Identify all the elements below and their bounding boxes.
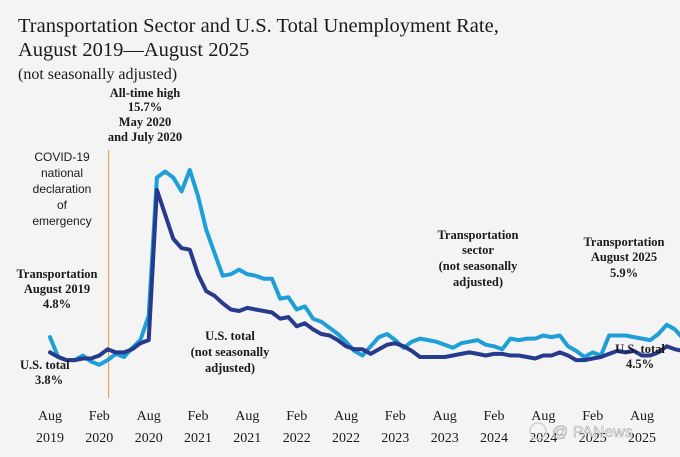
- tick-year: 2024: [480, 431, 508, 446]
- transport-start-line-3: 4.8%: [43, 297, 71, 311]
- x-axis: Aug 2019 Feb 2020 Aug 2020 Feb 2021 Aug 2021 Feb 20…: [36, 409, 656, 446]
- ath-line-3: May 2020: [119, 115, 171, 129]
- ath-line-4: and July 2020: [108, 130, 182, 144]
- tick-month: Aug: [137, 409, 161, 424]
- transport-end-line-2: August 2025: [591, 250, 657, 264]
- tick-month: Feb: [286, 409, 307, 424]
- tick-month: Feb: [89, 409, 110, 424]
- chart-title: Transportation Sector and U.S. Total Une…: [18, 15, 499, 83]
- transport-mid-line-1: Transportation: [437, 228, 518, 242]
- tick-year: 2022: [332, 431, 360, 446]
- us-start-line-1: U.S. total: [20, 358, 70, 372]
- annotation-us-start: U.S. total 3.8%: [20, 358, 70, 387]
- transport-mid-line-4: adjusted): [453, 275, 503, 289]
- annotation-transport-start: Transportation August 2019 4.8%: [16, 267, 97, 311]
- annotation-transport-mid: Transportation sector (not seasonally ad…: [437, 228, 518, 289]
- transport-end-line-1: Transportation: [583, 235, 664, 249]
- chart-subtitle: (not seasonally adjusted): [18, 66, 177, 83]
- covid-line-1: COVID-19: [34, 150, 90, 164]
- annotation-all-time-high: All-time high 15.7% May 2020 and July 20…: [108, 86, 182, 144]
- tick-year: 2021: [233, 431, 261, 446]
- us-end-line-1: U.S. total: [615, 342, 665, 356]
- transport-end-line-3: 5.9%: [610, 266, 638, 280]
- tick-year: 2024: [529, 431, 557, 446]
- tick-month: Feb: [582, 409, 603, 424]
- tick-month: Aug: [38, 409, 62, 424]
- covid-line-5: emergency: [32, 214, 91, 228]
- tick-month: Feb: [484, 409, 505, 424]
- transport-start-line-1: Transportation: [16, 267, 97, 281]
- chart-title-line-2: August 2019—August 2025: [18, 39, 249, 61]
- tick-month: Feb: [385, 409, 406, 424]
- ath-line-2: 15.7%: [128, 100, 162, 114]
- watermark-text: @ PANews: [552, 424, 633, 441]
- series-line-transportation: [48, 167, 680, 367]
- us-mid-line-3: adjusted): [205, 361, 255, 375]
- tick-month: Aug: [235, 409, 259, 424]
- covid-line-3: declaration: [33, 182, 92, 196]
- covid-line-4: of: [57, 198, 68, 212]
- us-start-line-2: 3.8%: [35, 373, 63, 387]
- us-end-line-2: 4.5%: [626, 357, 654, 371]
- tick-year: 2025: [579, 431, 607, 446]
- tick-year: 2021: [184, 431, 212, 446]
- tick-month: Aug: [531, 409, 555, 424]
- tick-year: 2023: [381, 431, 409, 446]
- tick-month: Aug: [630, 409, 654, 424]
- tick-year: 2023: [431, 431, 459, 446]
- tick-month: Aug: [334, 409, 358, 424]
- tick-year: 2025: [628, 431, 656, 446]
- us-mid-line-2: (not seasonally: [191, 345, 271, 359]
- watermark: @ PANews: [529, 422, 633, 441]
- annotation-us-mid: U.S. total (not seasonally adjusted): [191, 329, 271, 375]
- series-layer: [48, 167, 680, 367]
- transport-mid-line-3: (not seasonally: [439, 259, 519, 273]
- annotation-transport-end: Transportation August 2025 5.9%: [583, 235, 664, 280]
- ath-line-1: All-time high: [110, 86, 181, 100]
- chart-title-line-1: Transportation Sector and U.S. Total Une…: [18, 15, 499, 37]
- tick-month: Aug: [433, 409, 457, 424]
- tick-year: 2020: [85, 431, 113, 446]
- tick-year: 2022: [283, 431, 311, 446]
- covid-line-2: national: [41, 166, 83, 180]
- us-mid-line-1: U.S. total: [205, 329, 255, 343]
- tick-year: 2020: [135, 431, 163, 446]
- series-line-us-total: [48, 187, 680, 363]
- transport-start-line-2: August 2019: [24, 282, 90, 296]
- tick-month: Feb: [188, 409, 209, 424]
- annotation-covid: COVID-19 national declaration of emergen…: [32, 150, 91, 228]
- transport-mid-line-2: sector: [462, 243, 494, 257]
- annotation-us-end: U.S. total 4.5%: [615, 342, 665, 371]
- watermark-logo-icon: [529, 422, 547, 440]
- tick-year: 2019: [36, 431, 64, 446]
